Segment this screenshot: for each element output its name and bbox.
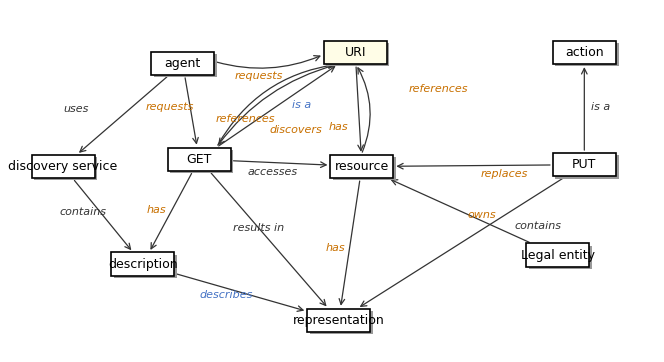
FancyBboxPatch shape [154, 54, 217, 77]
Text: PUT: PUT [572, 158, 596, 171]
Text: references: references [408, 84, 468, 94]
FancyBboxPatch shape [552, 41, 616, 64]
Text: replaces: replaces [481, 169, 529, 179]
Text: has: has [329, 122, 349, 132]
Text: accesses: accesses [247, 167, 297, 177]
Text: action: action [565, 46, 604, 59]
FancyBboxPatch shape [114, 255, 177, 278]
FancyBboxPatch shape [331, 155, 393, 178]
FancyBboxPatch shape [310, 311, 373, 334]
Text: is a: is a [293, 100, 311, 110]
FancyBboxPatch shape [151, 52, 214, 75]
FancyBboxPatch shape [307, 308, 371, 332]
Text: is a: is a [592, 102, 610, 112]
Text: requests: requests [145, 102, 193, 112]
Text: references: references [216, 114, 276, 125]
FancyBboxPatch shape [556, 43, 619, 67]
Text: representation: representation [293, 314, 384, 327]
Text: owns: owns [467, 210, 496, 220]
FancyBboxPatch shape [32, 155, 95, 178]
Text: contains: contains [60, 207, 106, 217]
Text: description: description [108, 258, 177, 271]
Text: Legal entity: Legal entity [521, 249, 595, 262]
Text: has: has [325, 243, 345, 253]
FancyBboxPatch shape [324, 41, 387, 64]
Text: agent: agent [165, 57, 201, 70]
FancyBboxPatch shape [527, 244, 590, 267]
FancyBboxPatch shape [111, 253, 174, 276]
FancyBboxPatch shape [552, 153, 616, 176]
Text: resource: resource [335, 160, 389, 173]
FancyBboxPatch shape [333, 157, 396, 181]
FancyBboxPatch shape [167, 148, 231, 171]
FancyBboxPatch shape [556, 155, 619, 179]
Text: uses: uses [64, 104, 89, 114]
FancyBboxPatch shape [327, 43, 390, 67]
Text: discovers: discovers [269, 125, 322, 135]
Text: has: has [146, 205, 166, 215]
Text: discovery service: discovery service [9, 160, 118, 173]
Text: GET: GET [187, 153, 212, 166]
Text: results in: results in [234, 223, 284, 233]
Text: URI: URI [345, 46, 366, 59]
Text: contains: contains [515, 221, 561, 231]
FancyBboxPatch shape [170, 150, 234, 173]
Text: describes: describes [199, 290, 252, 300]
FancyBboxPatch shape [35, 157, 98, 181]
FancyBboxPatch shape [529, 246, 592, 269]
Text: requests: requests [235, 71, 283, 81]
